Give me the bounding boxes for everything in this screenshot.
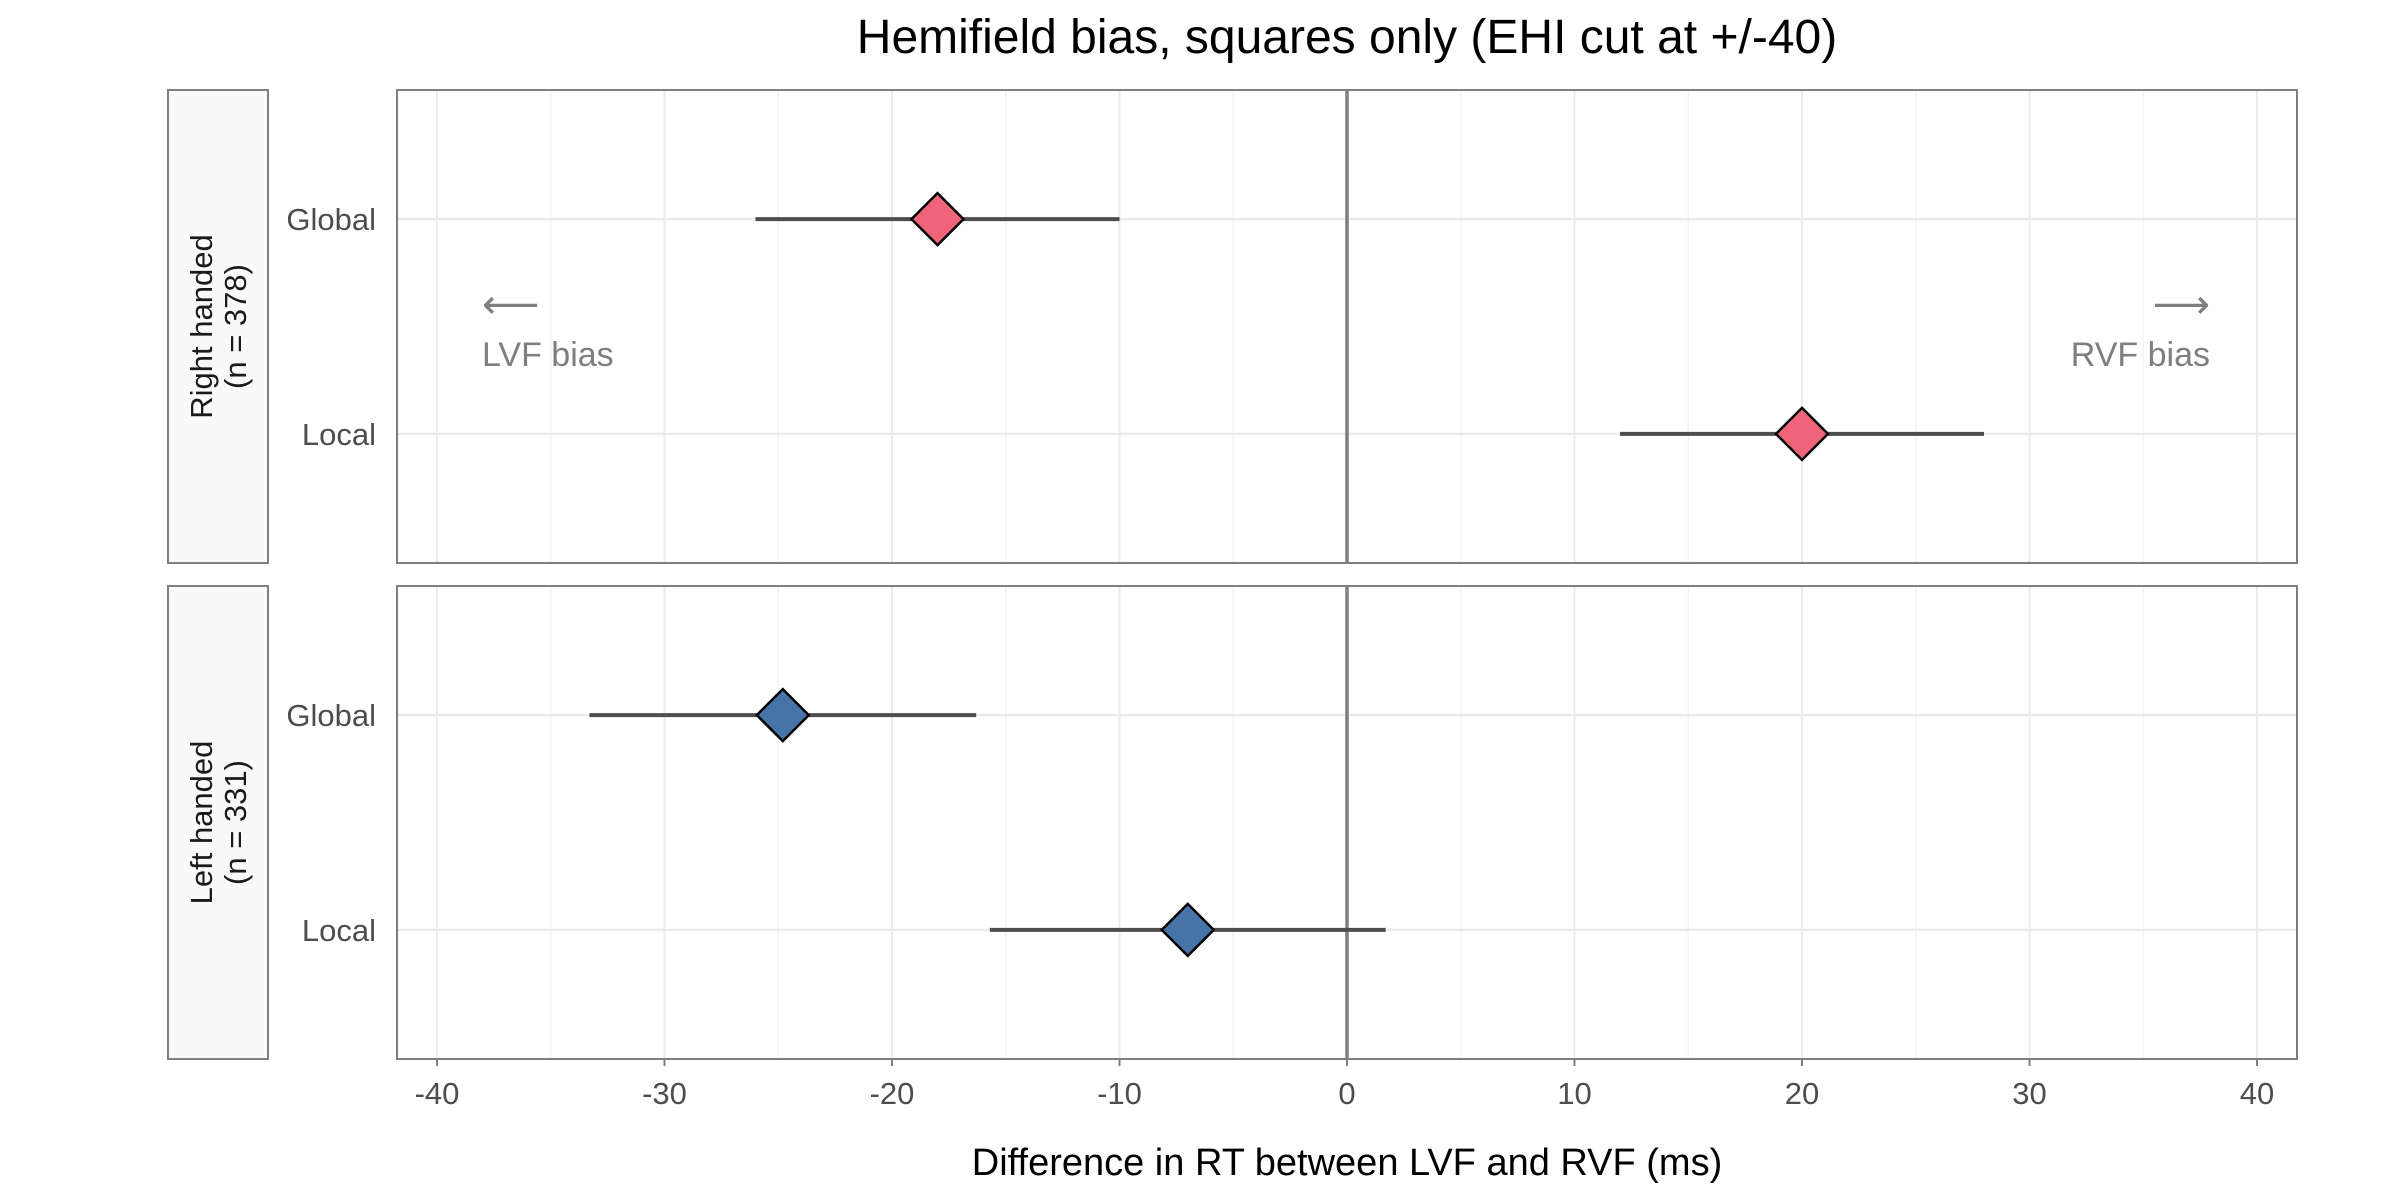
x-tick-label: -30: [642, 1076, 687, 1111]
y-tick-label: Global: [286, 698, 376, 733]
x-axis-title: Difference in RT between LVF and RVF (ms…: [972, 1142, 1722, 1184]
point-estimate-marker: [1159, 902, 1216, 958]
x-tick-label: -10: [1097, 1076, 1142, 1111]
strip-label: Left handed(n = 331): [184, 741, 253, 905]
x-tick-label: 10: [1557, 1076, 1591, 1111]
x-tick-label: -20: [870, 1076, 915, 1111]
x-tick-label: 0: [1338, 1076, 1355, 1111]
strip-label-line: (n = 331): [218, 760, 253, 885]
y-tick-label: Local: [302, 417, 376, 452]
strip-box: [167, 585, 269, 1060]
panels-layer: Right handed(n = 378) Global Local ⟵ LVF bia…: [167, 89, 2298, 1060]
strip-label-line: Right handed: [184, 234, 219, 418]
strip-label: Right handed(n = 378): [184, 234, 253, 418]
x-tick-label: 40: [2240, 1076, 2274, 1111]
point-estimate-marker: [1774, 406, 1830, 462]
y-tick-label: Local: [302, 913, 376, 948]
panel-border: [396, 89, 2298, 564]
left-arrow-icon: ⟵: [482, 283, 539, 327]
panel-2: Left handed(n = 331) Global Local: [167, 585, 2298, 1060]
chart-title: Hemifield bias, squares only (EHI cut at…: [857, 11, 1837, 64]
point-estimate-marker: [909, 191, 966, 247]
x-tick-label: 30: [2012, 1076, 2046, 1111]
x-axis: -40 -30 -20 -10 0 10 20 30 40: [415, 1059, 2274, 1111]
panel-1: Right handed(n = 378) Global Local ⟵ LVF bia…: [167, 89, 2298, 564]
point-estimate-marker: [755, 687, 811, 743]
x-tick-label: 20: [1785, 1076, 1819, 1111]
rvf-bias-label: RVF bias: [2071, 336, 2210, 374]
right-arrow-icon: ⟶: [2153, 283, 2210, 327]
strip-label-line: (n = 378): [218, 264, 253, 389]
y-tick-label: Global: [286, 202, 376, 237]
strip-label-line: Left handed: [184, 741, 219, 905]
x-tick-label: -40: [415, 1076, 460, 1111]
strip-box: [167, 89, 269, 564]
lvf-bias-label: LVF bias: [482, 336, 614, 374]
